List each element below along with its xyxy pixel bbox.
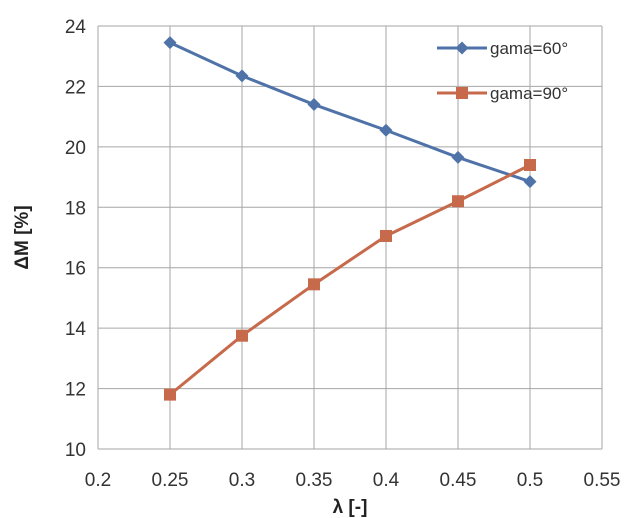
data-point-2 — [164, 388, 176, 401]
y-tick-label: 24 — [65, 17, 87, 38]
data-point-2 — [452, 195, 464, 208]
data-point-1 — [451, 150, 465, 164]
data-point-1 — [307, 98, 321, 112]
data-point-1 — [379, 123, 393, 137]
y-tick-label: 20 — [65, 138, 86, 159]
y-tick-label: 16 — [65, 259, 86, 280]
legend-label: gama=90° — [490, 84, 568, 103]
series-markers — [163, 36, 537, 401]
legend: gama=60° gama=90° — [437, 39, 568, 103]
x-tick-label: 0.35 — [296, 470, 333, 491]
x-tick-label: 0.55 — [584, 470, 621, 491]
x-tick-label: 0.2 — [85, 470, 111, 491]
x-tick-label: 0.4 — [373, 470, 400, 491]
y-axis-title: ΔM [%] — [12, 205, 33, 269]
y-tick-label: 10 — [65, 440, 86, 461]
series-lines — [169, 41, 531, 396]
legend-marker — [455, 41, 469, 55]
data-point-1 — [163, 36, 177, 50]
series-line-2 — [169, 163, 531, 396]
x-tick-label: 0.5 — [517, 470, 543, 491]
legend-marker — [456, 87, 468, 99]
y-tick-label: 18 — [65, 198, 86, 219]
series-line-1 — [169, 41, 531, 184]
y-tick-labels: 10 12 14 16 18 20 22 24 — [65, 17, 87, 461]
x-tick-label: 0.45 — [440, 470, 477, 491]
data-point-2 — [524, 158, 536, 171]
data-point-1 — [523, 175, 537, 189]
y-tick-label: 14 — [65, 319, 87, 340]
y-tick-label: 22 — [65, 77, 86, 98]
legend-entry-1: gama=60° — [437, 39, 568, 58]
y-tick-label: 12 — [65, 380, 86, 401]
legend-entry-2: gama=90° — [437, 84, 568, 103]
x-axis-title: λ [-] — [333, 497, 368, 518]
data-point-1 — [235, 69, 249, 83]
data-point-2 — [308, 278, 320, 291]
x-tick-label: 0.25 — [152, 470, 189, 491]
x-tick-label: 0.3 — [229, 470, 255, 491]
x-tick-labels: 0.2 0.25 0.3 0.35 0.4 0.45 0.5 0.55 — [85, 470, 621, 491]
legend-label: gama=60° — [490, 39, 568, 58]
data-point-2 — [236, 329, 248, 342]
data-point-2 — [380, 229, 392, 242]
